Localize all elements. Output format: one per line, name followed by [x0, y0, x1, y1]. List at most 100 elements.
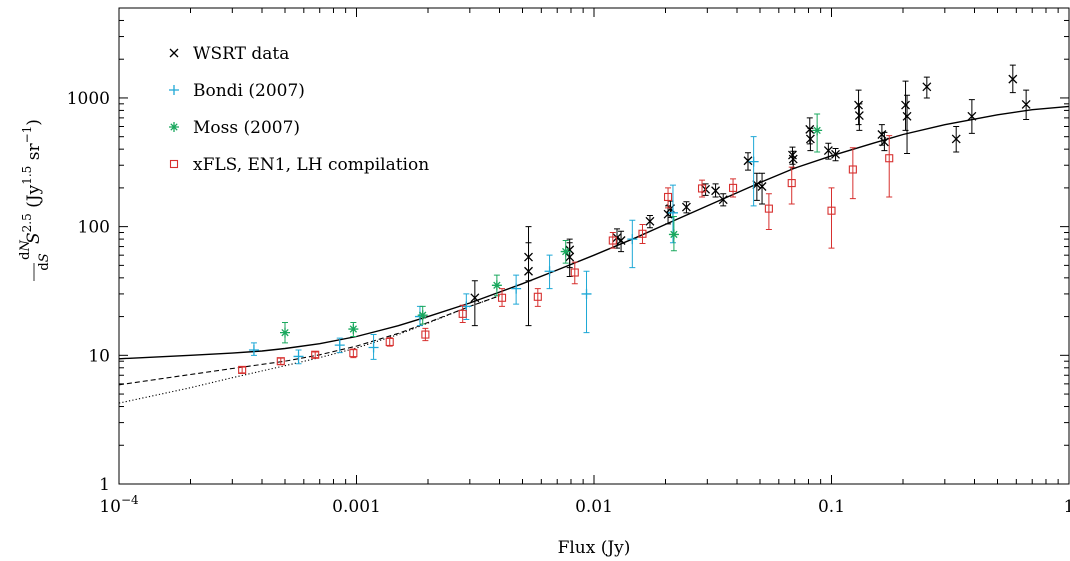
data-point: [470, 293, 480, 303]
error-bar: [571, 261, 578, 285]
svg-text:dN: dN: [18, 240, 33, 260]
data-point: [645, 216, 655, 226]
data-point: [570, 268, 579, 277]
data-point: [757, 182, 767, 191]
data-point: [581, 288, 592, 299]
data-point: [248, 344, 259, 355]
data-point: [823, 146, 833, 156]
y-axis-label: dN dS S2.5 (Jy1.5 sr−1): [18, 119, 52, 281]
legend-label: Bondi (2007): [193, 81, 305, 101]
data-point: [728, 183, 738, 192]
data-point: [1008, 74, 1018, 84]
y-tick-label: 1: [99, 475, 110, 495]
legend-label: Moss (2007): [193, 118, 300, 138]
error-bar: [459, 304, 466, 323]
data-point: [311, 350, 320, 359]
data-point: [831, 149, 841, 159]
error-bar: [788, 166, 795, 205]
legend-marker: [169, 122, 179, 132]
data-point: [627, 234, 638, 245]
x-tick-label: 0.001: [332, 497, 381, 517]
data-point: [238, 365, 247, 374]
y-tick-label: 100: [78, 218, 110, 238]
x-tick-label: 10−4: [99, 493, 139, 517]
data-point: [901, 100, 911, 110]
x-tick-label: 1: [1064, 497, 1070, 517]
data-point: [764, 204, 773, 213]
error-bar: [750, 136, 757, 207]
data-point: [788, 154, 798, 164]
error-bar: [277, 357, 284, 365]
data-point: [885, 154, 894, 163]
error-bar: [566, 238, 573, 269]
error-bar: [699, 179, 706, 198]
error-bar: [855, 89, 862, 126]
data-point: [544, 266, 555, 277]
error-bar: [312, 351, 319, 359]
x-tick-label: 0.01: [575, 497, 613, 517]
legend-label: WSRT data: [193, 44, 289, 64]
data-point: [854, 111, 864, 120]
data-point: [368, 342, 379, 353]
data-point: [805, 124, 815, 134]
error-bar: [904, 94, 911, 155]
data-point: [616, 236, 626, 245]
svg-text:S2.5 (Jy1.5 sr−1): S2.5 (Jy1.5 sr−1): [20, 119, 44, 244]
series-0: [470, 64, 1031, 327]
data-point: [421, 330, 430, 339]
x-tick-label: 0.1: [818, 497, 845, 517]
data-point: [612, 233, 622, 243]
data-point: [497, 293, 507, 302]
data-point: [752, 180, 762, 190]
data-point: [349, 349, 358, 358]
data-point: [718, 195, 728, 205]
y-tick-label: 10: [88, 346, 110, 366]
error-bar: [759, 172, 766, 205]
error-bar: [639, 223, 646, 244]
data-point: [902, 111, 912, 121]
svg-text:dS: dS: [37, 253, 52, 270]
data-point: [417, 310, 428, 321]
data-point: [711, 186, 721, 196]
data-point: [560, 246, 571, 257]
data-point: [533, 292, 542, 301]
error-bar: [665, 187, 672, 209]
error-bar: [499, 288, 506, 307]
data-point: [491, 280, 502, 291]
data-points: [238, 64, 1031, 374]
data-point: [748, 156, 759, 167]
data-point: [511, 283, 522, 294]
legend-marker: [169, 48, 179, 58]
data-point: [1021, 99, 1031, 109]
data-point: [348, 324, 359, 335]
data-point: [951, 134, 961, 144]
legend-label: xFLS, EN1, LH compilation: [193, 155, 429, 175]
axis-tick-labels: 10−4 0.001 0.01 0.1 1 1 10 100 1000: [67, 89, 1070, 517]
data-point: [668, 229, 679, 240]
x-axis-label: Flux (Jy): [558, 538, 631, 558]
data-point: [967, 111, 977, 121]
error-bar: [471, 280, 478, 327]
legend-marker: [169, 85, 179, 95]
error-bar: [386, 337, 393, 347]
data-point: [743, 156, 753, 166]
data-point: [638, 229, 647, 238]
data-point: [280, 327, 291, 338]
legend: WSRT data Bondi (2007) Moss (2007) xFLS, EN…: [169, 44, 429, 175]
data-point: [827, 206, 836, 215]
data-point: [663, 192, 673, 202]
series-2: [280, 113, 823, 344]
error-bar: [525, 242, 532, 282]
data-point: [681, 202, 691, 212]
data-point: [879, 137, 889, 147]
model-curves: [118, 105, 1070, 404]
data-point: [697, 184, 707, 193]
error-bar: [753, 172, 760, 201]
data-point: [293, 351, 304, 362]
model-curve-solid: [118, 105, 1070, 360]
data-point: [787, 179, 796, 188]
error-bar: [609, 232, 616, 249]
data-point: [276, 357, 285, 366]
axis-ticks: [118, 7, 1070, 485]
